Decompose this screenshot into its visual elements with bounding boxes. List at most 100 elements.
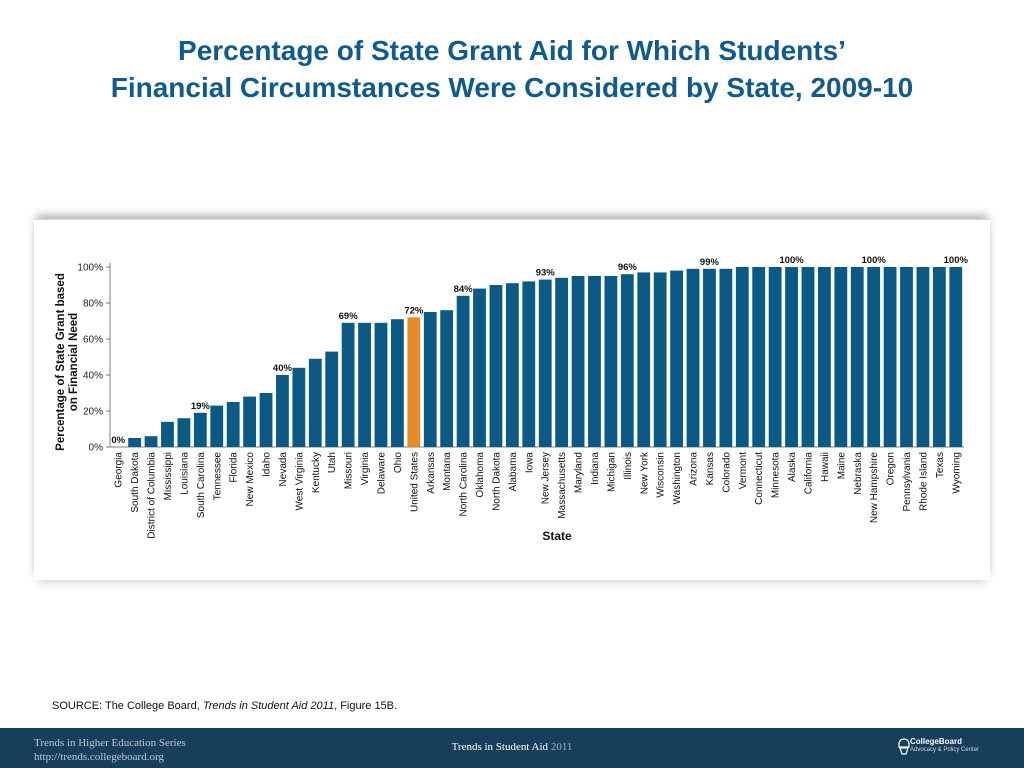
y-axis-title: Percentage of State Grant basedon Financ… bbox=[55, 273, 80, 451]
bar bbox=[686, 268, 700, 447]
bar bbox=[292, 367, 306, 447]
bar bbox=[817, 267, 831, 447]
bar bbox=[390, 319, 404, 447]
bar bbox=[161, 421, 174, 447]
data-label: 96% bbox=[618, 262, 638, 273]
bar bbox=[916, 267, 930, 447]
bar bbox=[407, 317, 421, 447]
x-tick-label: Oklahoma bbox=[475, 452, 486, 498]
bar bbox=[473, 288, 486, 447]
data-label: 19% bbox=[191, 401, 211, 412]
x-tick-label: Mississippi bbox=[163, 452, 174, 500]
x-tick-label: Utah bbox=[327, 452, 338, 473]
source-prefix: SOURCE: The College Board, bbox=[52, 700, 203, 712]
x-tick-label: Arkansas bbox=[426, 452, 437, 494]
bar bbox=[588, 276, 601, 447]
x-tick-label: West Virginia bbox=[294, 452, 305, 511]
x-tick-label: North Dakota bbox=[491, 452, 502, 511]
title-line-1: Percentage of State Grant Aid for Which … bbox=[178, 35, 846, 66]
bar bbox=[604, 276, 618, 447]
y-tick-label: 0% bbox=[89, 443, 104, 454]
bar bbox=[571, 276, 585, 447]
bar bbox=[555, 277, 569, 447]
bar bbox=[883, 267, 897, 447]
x-tick-label: Massachusetts bbox=[557, 452, 568, 519]
y-tick-label: 100% bbox=[77, 263, 103, 274]
data-label: 100% bbox=[862, 255, 887, 266]
x-tick-label: Indiana bbox=[590, 452, 601, 485]
bar bbox=[243, 396, 257, 447]
bar bbox=[144, 436, 158, 447]
collegeboard-logo: CollegeBoard Advocacy & Policy Center bbox=[898, 736, 998, 760]
data-label: 40% bbox=[273, 363, 293, 374]
x-tick-label: United States bbox=[409, 452, 420, 512]
chart-panel: 0% 20% 40% 60% 80% 100% Percentage of State Gr… bbox=[34, 219, 990, 580]
x-tick-label: New Hampshire bbox=[869, 452, 880, 524]
x-tick-label: Kansas bbox=[705, 452, 716, 485]
bar bbox=[128, 438, 142, 447]
bar bbox=[801, 267, 815, 447]
bar bbox=[374, 322, 388, 447]
data-label: 84% bbox=[454, 284, 474, 295]
footer-publication-year: 2011 bbox=[550, 741, 573, 753]
source-note: SOURCE: The College Board, Trends in Stu… bbox=[52, 700, 397, 712]
y-tick-label: 60% bbox=[83, 335, 103, 346]
data-label: 100% bbox=[944, 255, 969, 266]
x-tick-label: Tennessee bbox=[212, 452, 223, 501]
bar bbox=[210, 405, 224, 447]
x-tick-label: Hawaii bbox=[820, 452, 831, 482]
bar bbox=[259, 393, 273, 447]
x-tick-label: New Mexico bbox=[245, 452, 256, 507]
x-tick-label: Alabama bbox=[508, 452, 519, 492]
x-tick-label: Nebraska bbox=[853, 452, 864, 495]
x-tick-label: Iowa bbox=[524, 452, 535, 474]
data-label: 72% bbox=[404, 305, 424, 316]
data-label: 93% bbox=[536, 268, 556, 279]
y-tick-label: 40% bbox=[83, 371, 103, 382]
bar bbox=[226, 402, 240, 447]
x-tick-label: California bbox=[803, 452, 814, 495]
x-axis-title: State bbox=[542, 529, 572, 543]
x-tick-label: Kentucky bbox=[311, 452, 322, 493]
bar-chart: 0%20%40%60%80%100%Percentage of State Gr… bbox=[55, 255, 969, 543]
source-publication: Trends in Student Aid 2011 bbox=[202, 700, 335, 712]
bar bbox=[456, 295, 470, 447]
x-tick-label: Rhode Island bbox=[918, 452, 929, 511]
bar bbox=[308, 358, 322, 447]
x-tick-label: Oregon bbox=[886, 452, 897, 485]
x-tick-label: Texas bbox=[935, 452, 946, 478]
y-tick-label: 80% bbox=[83, 299, 103, 310]
bar bbox=[752, 267, 766, 447]
x-tick-label: South Carolina bbox=[196, 452, 207, 519]
collegeboard-acorn-icon bbox=[898, 738, 910, 755]
bar bbox=[867, 267, 881, 447]
data-label: 0% bbox=[111, 435, 125, 446]
bar bbox=[949, 267, 963, 447]
footer-series-url[interactable]: http://trends.collegeboard.org bbox=[34, 751, 164, 763]
bar bbox=[735, 267, 749, 447]
slide-title: Percentage of State Grant Aid for Which … bbox=[0, 32, 1024, 106]
x-tick-label: Pennsylvania bbox=[902, 452, 913, 512]
bar bbox=[719, 268, 733, 447]
x-tick-label: Alaska bbox=[787, 452, 798, 482]
footer-series: Trends in Higher Education Series http:/… bbox=[34, 736, 186, 764]
bar bbox=[932, 267, 946, 447]
logo-tagline: Advocacy & Policy Center bbox=[910, 747, 980, 753]
bar bbox=[670, 270, 684, 447]
x-tick-label: New Jersey bbox=[541, 452, 552, 504]
bar bbox=[489, 285, 503, 447]
bar bbox=[703, 268, 716, 447]
footer-series-name: Trends in Higher Education Series bbox=[34, 737, 186, 749]
bar bbox=[325, 351, 339, 447]
x-tick-label: Wyoming bbox=[951, 452, 962, 494]
bar bbox=[785, 267, 798, 447]
bar bbox=[620, 274, 634, 447]
x-tick-label: North Carolina bbox=[459, 452, 470, 517]
footer-bar: Trends in Higher Education Series http:/… bbox=[0, 728, 1024, 768]
bar bbox=[276, 375, 289, 447]
bar bbox=[538, 279, 552, 447]
bar bbox=[358, 322, 371, 447]
x-tick-label: Arizona bbox=[689, 452, 700, 486]
x-tick-label: Washington bbox=[672, 452, 683, 504]
bar bbox=[834, 267, 848, 447]
